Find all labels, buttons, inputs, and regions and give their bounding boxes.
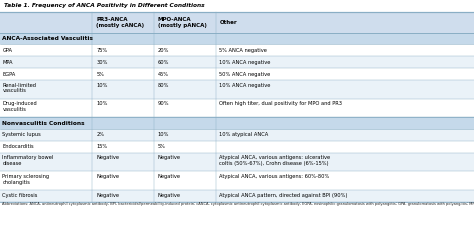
Text: Endocarditis: Endocarditis — [2, 144, 34, 149]
Bar — [0, 12, 474, 33]
Text: Table 1. Frequency of ANCA Positivity in Different Conditions: Table 1. Frequency of ANCA Positivity in… — [4, 3, 204, 8]
Bar — [0, 80, 474, 99]
Text: 2%: 2% — [96, 132, 104, 137]
Text: Negative: Negative — [96, 174, 119, 179]
Text: 60%: 60% — [158, 60, 169, 65]
Text: 75%: 75% — [96, 48, 107, 53]
Bar — [0, 33, 474, 44]
Text: Inflammatory bowel
disease: Inflammatory bowel disease — [2, 155, 54, 166]
Text: 15%: 15% — [96, 144, 107, 149]
Bar — [0, 141, 474, 153]
Bar — [0, 153, 474, 171]
Bar — [0, 44, 474, 56]
Text: 50% ANCA negative: 50% ANCA negative — [219, 72, 271, 76]
Text: MPA: MPA — [2, 60, 13, 65]
Text: Negative: Negative — [96, 193, 119, 198]
Bar — [0, 117, 474, 129]
Text: Other: Other — [219, 20, 237, 25]
Text: Renal-limited
vasculitis: Renal-limited vasculitis — [2, 83, 36, 94]
Text: 10% atypical ANCA: 10% atypical ANCA — [219, 132, 269, 137]
Text: 10%: 10% — [158, 132, 169, 137]
Text: 10%: 10% — [96, 101, 108, 106]
Text: 80%: 80% — [158, 83, 169, 88]
Text: Nonvasculitis Conditions: Nonvasculitis Conditions — [2, 121, 85, 126]
Text: Atypical ANCA, various antigens: 60%-80%: Atypical ANCA, various antigens: 60%-80% — [219, 174, 330, 179]
Text: 90%: 90% — [158, 101, 169, 106]
Text: 30%: 30% — [96, 60, 108, 65]
Text: Abbreviations: ANCA, antineutrophil cytoplasmic antibody; BPI, bactericidal/perm: Abbreviations: ANCA, antineutrophil cyto… — [2, 202, 474, 207]
Text: Primary sclerosing
cholangitis: Primary sclerosing cholangitis — [2, 174, 49, 185]
Bar — [0, 171, 474, 190]
Text: 45%: 45% — [158, 72, 169, 76]
Text: 20%: 20% — [158, 48, 169, 53]
Text: Negative: Negative — [158, 155, 181, 160]
Text: Drug-induced
vasculitis: Drug-induced vasculitis — [2, 101, 37, 112]
Text: 5%: 5% — [96, 72, 104, 76]
Text: 10% ANCA negative: 10% ANCA negative — [219, 60, 271, 65]
Text: PR3-ANCA
(mostly cANCA): PR3-ANCA (mostly cANCA) — [96, 17, 145, 28]
Text: 10%: 10% — [96, 83, 108, 88]
Text: Atypical ANCA, various antigens: ulcerative
coltis (50%-67%), Crohn disease (6%-: Atypical ANCA, various antigens: ulcerat… — [219, 155, 330, 166]
Bar — [0, 190, 474, 202]
Text: Negative: Negative — [158, 193, 181, 198]
Text: Negative: Negative — [158, 174, 181, 179]
Bar — [0, 56, 474, 68]
Text: Often high titer, dual positivity for MPO and PR3: Often high titer, dual positivity for MP… — [219, 101, 342, 106]
Text: 5% ANCA negative: 5% ANCA negative — [219, 48, 267, 53]
Text: Negative: Negative — [96, 155, 119, 160]
Bar — [0, 99, 474, 117]
Bar — [0, 129, 474, 141]
Text: MPO-ANCA
(mostly pANCA): MPO-ANCA (mostly pANCA) — [158, 17, 207, 28]
Text: EGPA: EGPA — [2, 72, 16, 76]
Text: ANCA-Associated Vasculitis: ANCA-Associated Vasculitis — [2, 36, 93, 41]
Text: Cystic fibrosis: Cystic fibrosis — [2, 193, 38, 198]
Text: 10% ANCA negative: 10% ANCA negative — [219, 83, 271, 88]
Bar — [0, 68, 474, 80]
Text: 5%: 5% — [158, 144, 166, 149]
Text: Systemic lupus: Systemic lupus — [2, 132, 41, 137]
Text: Atypical ANCA pattern, directed against BPI (90%): Atypical ANCA pattern, directed against … — [219, 193, 348, 198]
Text: GPA: GPA — [2, 48, 12, 53]
